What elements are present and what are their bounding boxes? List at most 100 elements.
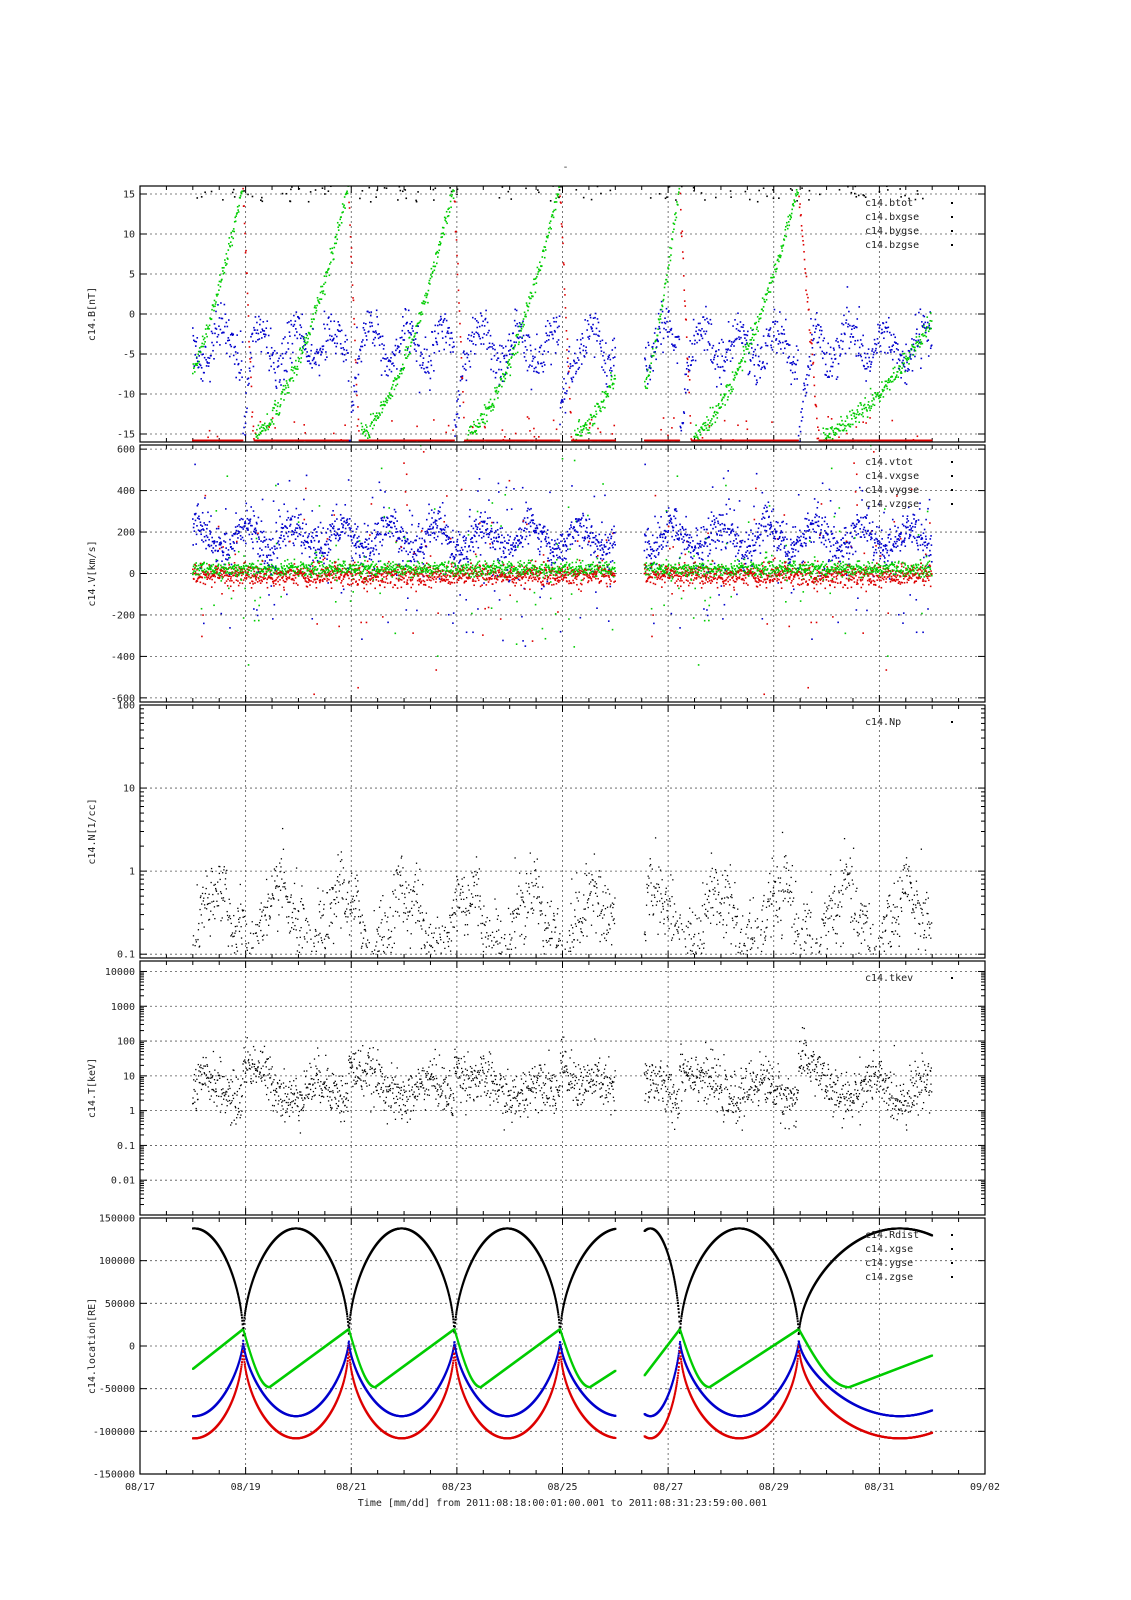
data-point <box>838 346 841 349</box>
data-point <box>445 431 447 434</box>
data-point <box>866 352 869 355</box>
data-point <box>887 189 889 191</box>
data-point <box>556 194 559 197</box>
data-point <box>353 323 356 326</box>
data-point <box>269 327 272 330</box>
data-point <box>379 404 382 407</box>
data-point <box>403 339 406 341</box>
data-point <box>701 337 704 340</box>
data-point <box>404 308 407 311</box>
data-point <box>337 226 340 228</box>
data-point <box>237 362 240 365</box>
data-point <box>807 296 809 299</box>
data-point <box>251 332 254 335</box>
data-point <box>336 221 339 224</box>
data-point <box>418 321 421 324</box>
data-point <box>769 282 771 284</box>
data-point <box>862 194 864 196</box>
data-point <box>205 570 208 572</box>
data-point <box>522 318 525 320</box>
data-point <box>267 352 270 354</box>
data-point <box>811 342 813 345</box>
data-point <box>389 397 392 400</box>
data-point <box>213 604 215 607</box>
data-point <box>585 424 588 426</box>
data-point <box>207 543 210 546</box>
data-point <box>215 293 218 296</box>
data-point <box>789 362 792 364</box>
data-point <box>691 342 693 345</box>
data-point <box>725 385 727 387</box>
data-point <box>556 193 558 195</box>
data-point <box>199 530 201 532</box>
data-point <box>557 343 559 346</box>
data-point <box>230 345 233 348</box>
data-point <box>208 357 211 359</box>
data-point <box>202 582 205 585</box>
data-point <box>350 411 353 413</box>
data-point <box>249 518 252 521</box>
data-point <box>667 267 669 269</box>
data-point <box>270 365 272 368</box>
data-point <box>875 343 878 346</box>
data-point <box>714 421 717 424</box>
data-point <box>586 420 589 422</box>
data-point <box>268 426 271 428</box>
data-point <box>584 423 586 426</box>
data-point <box>220 546 223 549</box>
data-point <box>728 339 731 342</box>
data-point <box>208 324 211 327</box>
data-point <box>538 372 540 374</box>
data-point <box>332 337 335 340</box>
data-point <box>242 187 244 190</box>
data-point <box>572 376 575 379</box>
data-point <box>683 289 686 291</box>
data-point <box>659 308 662 311</box>
data-point <box>233 230 236 233</box>
data-point <box>836 427 838 430</box>
data-point <box>211 308 213 311</box>
data-point <box>485 408 487 410</box>
data-point <box>526 439 528 442</box>
data-point <box>333 242 336 245</box>
data-point <box>674 219 677 221</box>
data-point <box>229 578 232 580</box>
data-point <box>797 349 799 351</box>
data-point <box>215 310 217 313</box>
data-point <box>909 355 911 358</box>
data-point <box>319 347 322 350</box>
data-point <box>435 337 437 340</box>
data-point <box>319 291 322 294</box>
data-point <box>930 344 933 347</box>
data-point <box>538 269 541 272</box>
data-point <box>368 435 371 437</box>
data-point <box>299 337 302 340</box>
data-point <box>498 385 501 387</box>
data-point <box>673 223 676 225</box>
data-point <box>357 373 360 376</box>
data-point <box>719 366 722 368</box>
data-point <box>838 188 841 191</box>
data-point <box>367 330 370 333</box>
data-point <box>199 351 202 353</box>
y-axis-label: c14.B[nT] <box>87 287 98 341</box>
data-point <box>223 566 226 569</box>
data-point <box>567 357 569 360</box>
data-point <box>918 333 921 336</box>
data-point <box>406 349 409 352</box>
data-point <box>878 190 881 193</box>
data-point <box>533 278 535 281</box>
data-point <box>365 424 367 426</box>
data-point <box>870 407 872 410</box>
data-point <box>774 263 777 266</box>
data-point <box>286 370 288 373</box>
data-point <box>649 197 652 199</box>
data-point <box>224 541 227 543</box>
data-point <box>597 334 599 337</box>
y-tick-label: -5 <box>123 350 135 361</box>
data-point <box>236 352 239 354</box>
data-point <box>234 216 237 219</box>
data-point <box>296 331 298 333</box>
data-point <box>226 325 229 328</box>
data-point <box>853 327 856 329</box>
